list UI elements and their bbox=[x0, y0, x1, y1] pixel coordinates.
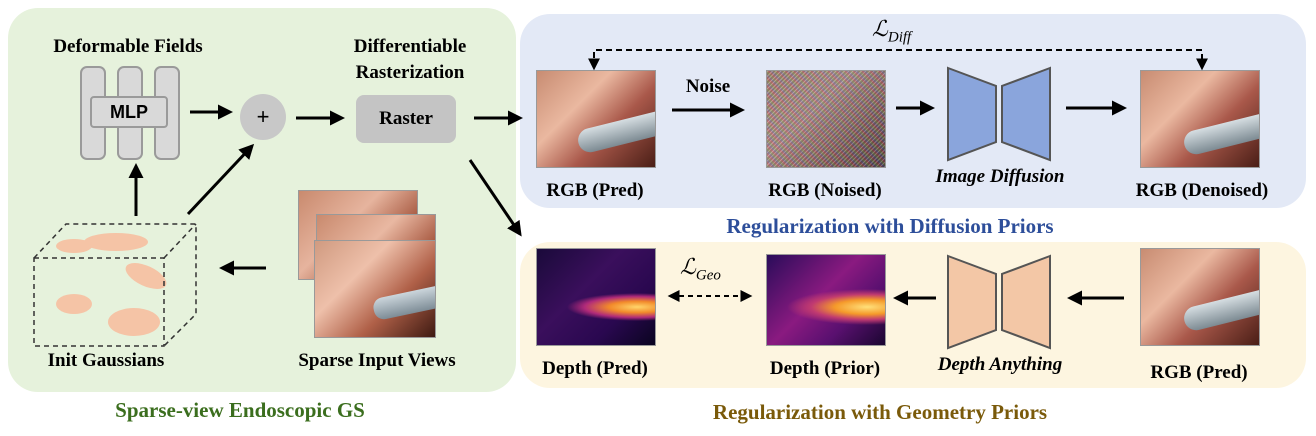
loss-diff-subscript: Diff bbox=[887, 29, 912, 46]
rgb-denoised-image bbox=[1140, 70, 1260, 168]
sparse-input-views bbox=[298, 190, 468, 340]
arrow-gaussians-to-plus bbox=[186, 143, 255, 216]
mlp-label: MLP bbox=[90, 96, 168, 128]
loss-geo-subscript: Geo bbox=[695, 267, 721, 284]
init-gaussians-cube bbox=[30, 218, 200, 348]
rgb-pred-label-top: RGB (Pred) bbox=[546, 180, 644, 201]
gaussians-cube-svg bbox=[33, 223, 197, 347]
depth-anything-label: Depth Anything bbox=[937, 354, 1063, 375]
sparse-view-gs-caption: Sparse-view Endoscopic GS bbox=[115, 398, 365, 422]
rgb-denoised-label: RGB (Denoised) bbox=[1135, 180, 1269, 201]
loss-diff-dashed bbox=[588, 49, 1208, 71]
plus-node: + bbox=[240, 94, 286, 140]
depth-pred-label: Depth (Pred) bbox=[542, 358, 648, 379]
init-gaussians-label: Init Gaussians bbox=[47, 350, 165, 371]
depth-anything-net bbox=[944, 252, 1054, 352]
depth-prior-label: Depth (Prior) bbox=[769, 358, 881, 379]
loss-geo-label: ℒGeo bbox=[680, 254, 721, 284]
geometry-priors-caption: Regularization with Geometry Priors bbox=[712, 400, 1048, 424]
loss-geo-symbol: ℒ bbox=[680, 254, 696, 279]
image-diffusion-net bbox=[944, 64, 1054, 164]
raster-block: Raster bbox=[356, 95, 456, 143]
rasterization-label-line1: Differentiable bbox=[353, 36, 467, 57]
depth-net-svg bbox=[947, 254, 1051, 350]
depth-prior-image bbox=[766, 254, 886, 346]
arrow-raster-to-depth bbox=[468, 159, 522, 237]
rgb-pred-image-top bbox=[536, 70, 656, 168]
rasterization-label-line2: Rasterization bbox=[355, 62, 465, 83]
rgb-pred-label-bottom: RGB (Pred) bbox=[1150, 362, 1248, 383]
rgb-noised-image bbox=[766, 70, 886, 168]
noise-label: Noise bbox=[685, 76, 731, 97]
image-diffusion-label: Image Diffusion bbox=[935, 166, 1065, 187]
rgb-pred-image-bottom bbox=[1140, 248, 1260, 346]
diffusion-priors-caption: Regularization with Diffusion Priors bbox=[726, 214, 1054, 238]
mlp-block: MLP bbox=[80, 66, 180, 160]
sparse-input-views-label: Sparse Input Views bbox=[298, 350, 456, 371]
loss-diff-symbol: ℒ bbox=[872, 16, 888, 41]
depth-pred-image bbox=[536, 248, 656, 346]
loss-diff-label: ℒDiff bbox=[872, 16, 911, 46]
deformable-fields-label: Deformable Fields bbox=[53, 36, 203, 57]
diffusion-net-svg bbox=[947, 66, 1051, 162]
rgb-noised-label: RGB (Noised) bbox=[768, 180, 882, 201]
